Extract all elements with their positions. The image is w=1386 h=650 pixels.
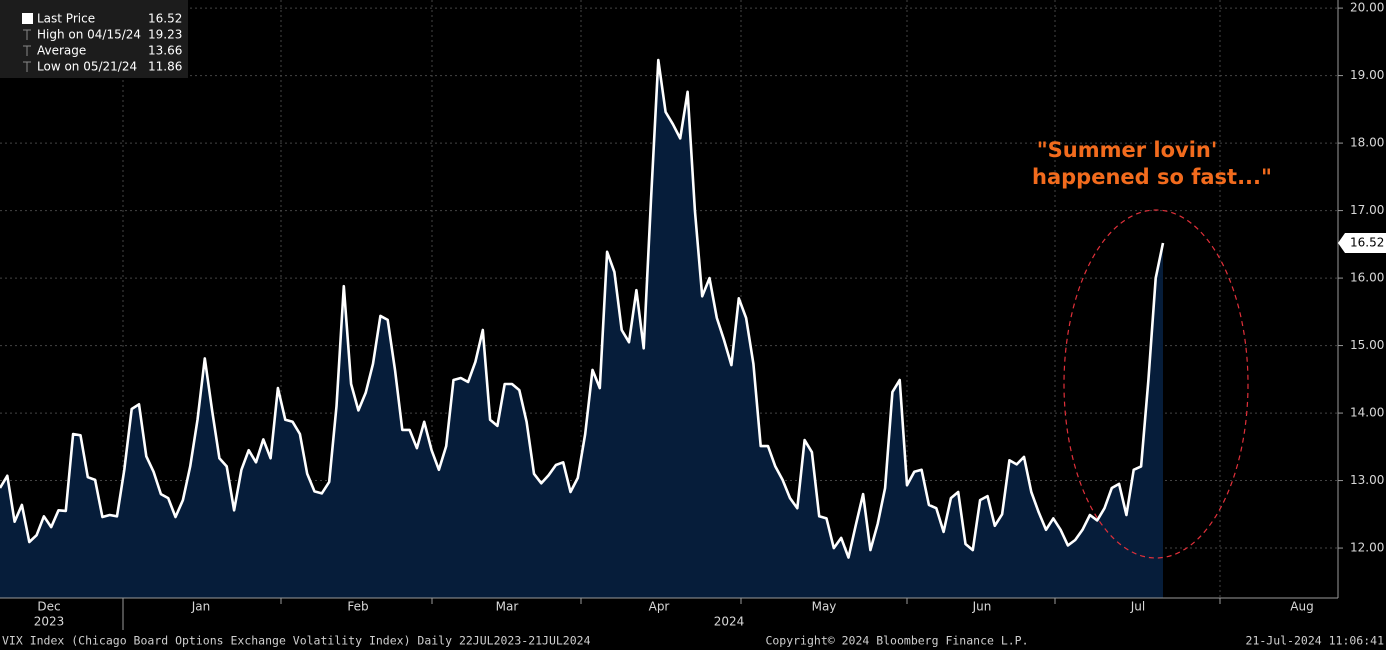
x-tick-label: Feb	[347, 600, 368, 614]
legend-label: Low on 05/21/24	[37, 60, 137, 74]
marks	[0, 58, 1165, 599]
legend-value: 11.86	[148, 60, 182, 74]
x-tick-label: Aug	[1290, 600, 1313, 614]
y-tick-label: 18.00	[1350, 136, 1384, 150]
annotation: "Summer lovin'	[1037, 138, 1218, 162]
x-tick-label: Mar	[496, 600, 519, 614]
x-tick-label: Jan	[191, 600, 211, 614]
x-tick-label: Jul	[1130, 600, 1145, 614]
legend-value: 19.23	[148, 28, 182, 42]
highlight-ellipse	[1063, 209, 1249, 559]
last-value-label: 16.52	[1350, 235, 1384, 249]
legend-label: High on 04/15/24	[37, 28, 141, 42]
annotation: happened so fast..."	[1032, 165, 1272, 189]
footer-center: Copyright© 2024 Bloomberg Finance L.P.	[765, 634, 1028, 648]
y-tick-label: 13.00	[1350, 473, 1384, 487]
legend-value: 13.66	[148, 44, 182, 58]
x-tick-label: Jun	[972, 600, 992, 614]
year-label: 2024	[714, 615, 745, 629]
y-tick-label: 12.00	[1350, 541, 1384, 555]
x-tick-label: Dec	[37, 600, 60, 614]
legend-label: Last Price	[37, 12, 95, 26]
footer-right: 21-Jul-2024 11:06:41	[1246, 634, 1385, 648]
y-tick-label: 15.00	[1350, 338, 1384, 352]
legend-swatch	[22, 13, 33, 24]
y-tick-label: 17.00	[1350, 203, 1384, 217]
footer-left: VIX Index (Chicago Board Options Exchang…	[2, 634, 591, 648]
last-value-tag	[1338, 232, 1386, 253]
area	[0, 60, 1163, 599]
year-label: 2023	[34, 615, 65, 629]
line	[0, 58, 1165, 559]
y-tick-label: 20.00	[1350, 1, 1384, 15]
y-tick-label: 16.00	[1350, 271, 1384, 285]
legend-value: 16.52	[148, 12, 182, 26]
x-tick-label: Apr	[649, 600, 670, 614]
y-tick-label: 14.00	[1350, 406, 1384, 420]
y-tick-label: 19.00	[1350, 68, 1384, 82]
x-tick-label: May	[812, 600, 837, 614]
legend-label: Average	[37, 44, 86, 58]
